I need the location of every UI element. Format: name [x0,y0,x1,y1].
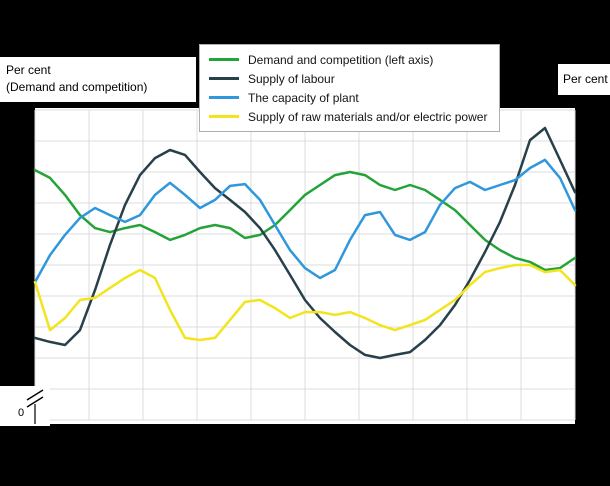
y-axis-zero-label: 0 [17,407,25,419]
legend-line-swatch [209,77,239,80]
legend-item: Supply of raw materials and/or electric … [209,107,487,126]
legend-item: Supply of labour [209,69,487,88]
series-line [33,263,577,342]
series-line [33,168,577,272]
legend-label: The capacity of plant [248,90,359,105]
legend-label: Demand and competition (left axis) [248,52,434,67]
legend-line-swatch [209,96,239,99]
axis-break-icon [26,389,44,401]
legend-item: Demand and competition (left axis) [209,50,487,69]
left-axis-title-line1: Per cent [6,63,51,77]
legend: Demand and competition (left axis) Supply… [199,44,501,132]
series-line [33,158,577,284]
axis-break-icon [26,396,44,408]
legend-label: Supply of labour [248,71,335,86]
series-line [33,126,577,360]
legend-label: Supply of raw materials and/or electric … [248,109,488,124]
legend-line-swatch [209,58,239,61]
left-axis-title: Per cent (Demand and competition) [0,57,196,102]
left-axis-title-line2: (Demand and competition) [6,80,148,94]
legend-line-swatch [209,115,239,118]
right-axis-title: Per cent [558,64,610,95]
legend-item: The capacity of plant [209,88,487,107]
